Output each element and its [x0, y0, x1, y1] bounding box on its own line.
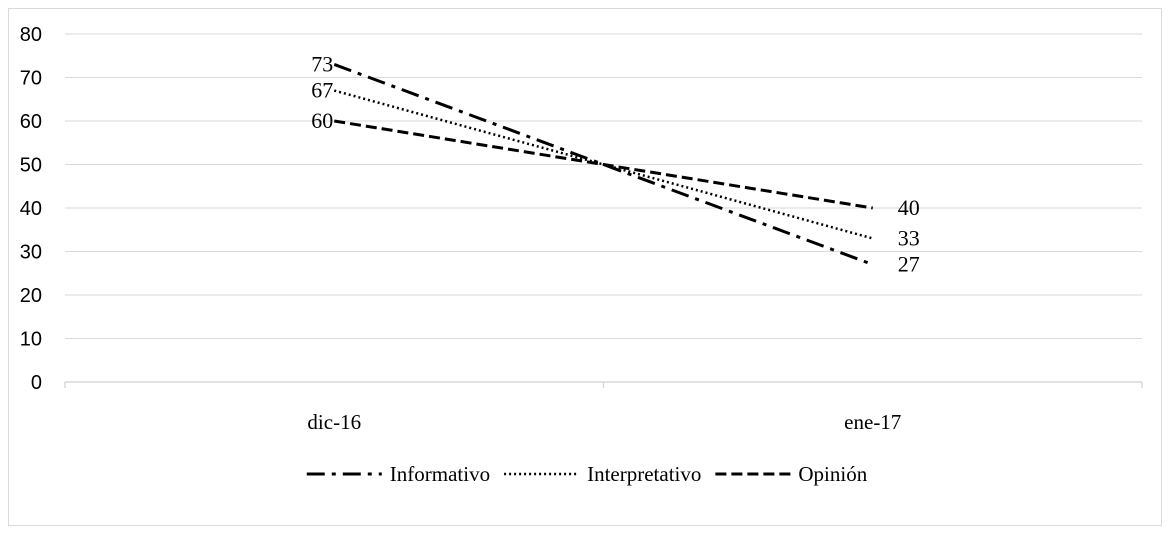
data-label: 60 — [311, 108, 333, 133]
legend-item-interpretativo: Interpretativo — [504, 462, 701, 486]
data-label: 27 — [898, 252, 920, 277]
gridlines — [65, 33, 1142, 339]
x-tick-label: ene-17 — [844, 410, 901, 434]
legend-label: Interpretativo — [587, 462, 701, 486]
series-line-interpretativo — [333, 89, 874, 240]
legend: Informativo Interpretativo Opinión — [306, 462, 868, 486]
data-label: 73 — [311, 51, 333, 76]
series-line-informativo — [333, 63, 874, 266]
y-tick-label: 70 — [20, 68, 42, 90]
y-tick-label: 80 — [20, 24, 42, 46]
x-axis: dic-16 ene-17 — [64, 381, 1143, 434]
legend-label: Opinión — [798, 462, 867, 486]
series-line-opinión — [334, 119, 873, 210]
y-tick-label: 10 — [20, 329, 42, 351]
legend-item-informativo: Informativo — [306, 462, 490, 486]
y-tick-label: 30 — [20, 242, 42, 264]
y-tick-label: 60 — [20, 111, 42, 133]
y-axis: 0 10 20 30 40 50 60 70 80 — [20, 24, 42, 394]
data-label: 33 — [898, 225, 920, 250]
y-tick-label: 50 — [20, 155, 42, 177]
y-tick-label: 20 — [20, 285, 42, 307]
x-tick-label: dic-16 — [307, 410, 361, 434]
data-label: 67 — [311, 78, 333, 103]
data-label: 40 — [898, 195, 920, 220]
chart-frame — [8, 8, 1162, 526]
y-tick-label: 40 — [20, 198, 42, 220]
y-tick-label: 0 — [31, 372, 42, 394]
legend-item-opinión: Opinión — [715, 462, 868, 486]
legend-label: Informativo — [390, 462, 490, 486]
series-lines — [333, 63, 874, 266]
